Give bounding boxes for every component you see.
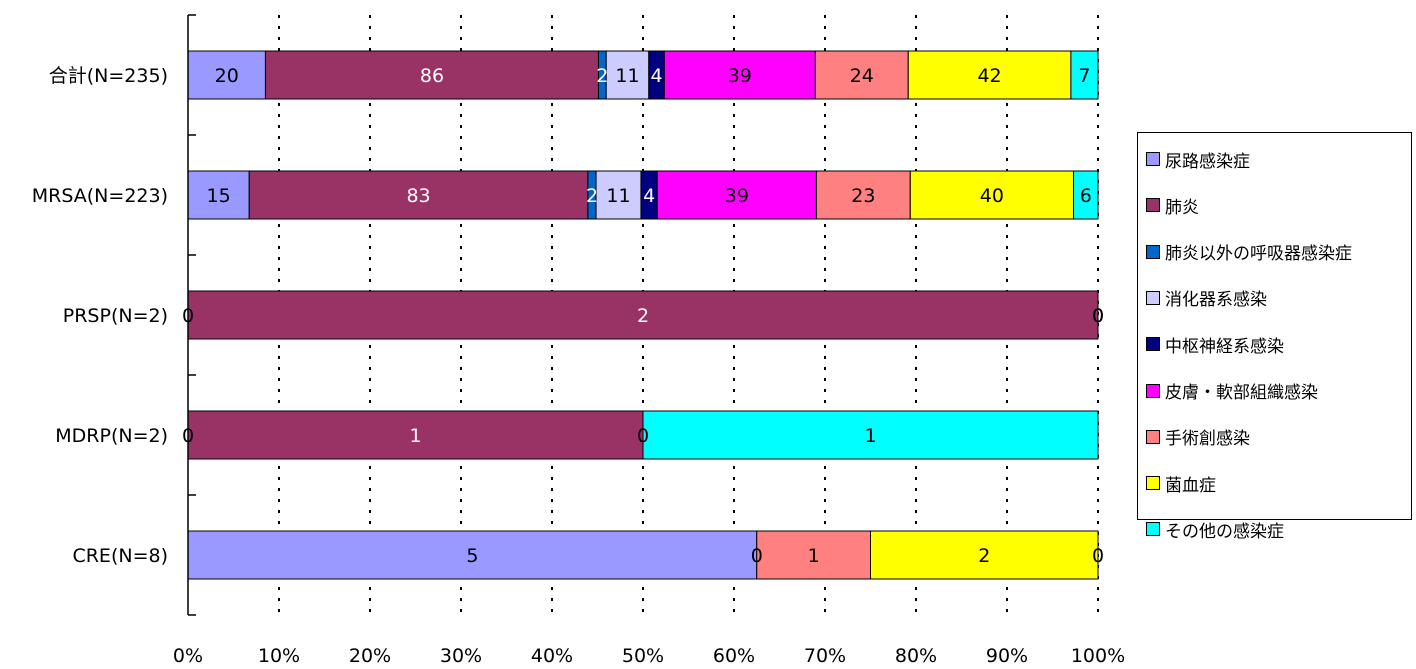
bars xyxy=(187,50,1099,580)
legend-label: 中枢神経系感染 xyxy=(1165,336,1284,357)
data-label: 11 xyxy=(606,185,630,207)
legend-swatch xyxy=(1146,429,1160,444)
category-label: MRSA(N=223) xyxy=(32,185,168,207)
data-label: 0 xyxy=(637,425,649,447)
legend-item: 皮膚・軟部組織感染 xyxy=(1146,380,1318,403)
data-label: 4 xyxy=(651,65,663,87)
data-label: 7 xyxy=(1078,65,1090,87)
legend-label: 消化器系感染 xyxy=(1165,290,1267,311)
legend-swatch xyxy=(1146,383,1160,398)
x-tick-label: 90% xyxy=(986,645,1028,667)
legend-swatch xyxy=(1146,152,1160,166)
x-tick-label: 30% xyxy=(440,645,482,667)
legend-swatch xyxy=(1146,522,1160,537)
bar-segment xyxy=(187,530,758,580)
data-label: 40 xyxy=(980,185,1004,207)
legend-label: 尿路感染症 xyxy=(1165,151,1250,172)
bar-segment xyxy=(870,530,1099,580)
x-tick-label: 100% xyxy=(1071,645,1125,667)
labels: 0% 10% 20% 30% 40% 50% 60% 70% 80% 90% 100% 合計(N=23… xyxy=(32,65,1125,667)
legend-swatch xyxy=(1146,337,1160,352)
legend-label: 手術創感染 xyxy=(1165,429,1250,450)
data-label: 2 xyxy=(637,305,649,327)
data-label: 24 xyxy=(850,65,874,87)
bar-segment xyxy=(815,170,911,220)
data-label: 0 xyxy=(1092,545,1104,567)
data-label: 1 xyxy=(409,425,421,447)
data-label: 15 xyxy=(207,185,231,207)
data-label: 2 xyxy=(596,65,608,87)
data-label: 1 xyxy=(808,545,820,567)
x-tick-label: 10% xyxy=(258,645,300,667)
bar-segment xyxy=(595,170,642,220)
data-label: 83 xyxy=(406,185,430,207)
legend-item: 中枢神経系感染 xyxy=(1146,333,1284,357)
x-tick-label: 70% xyxy=(804,645,846,667)
legend-item: 肺炎以外の呼吸器感染症 xyxy=(1146,241,1352,265)
legend-swatch xyxy=(1146,198,1160,213)
legend-item: 手術創感染 xyxy=(1146,426,1250,450)
data-label: 39 xyxy=(728,65,752,87)
data-label: 2 xyxy=(586,185,598,207)
bar-segment xyxy=(663,50,816,100)
legend-label: 肺炎以外の呼吸器感染症 xyxy=(1165,244,1352,265)
x-tick-label: 80% xyxy=(895,645,937,667)
legend-swatch xyxy=(1146,290,1160,305)
data-label: 2 xyxy=(978,545,990,567)
legend-label: 肺炎 xyxy=(1165,197,1199,218)
data-label: 20 xyxy=(215,65,239,87)
bar-segment xyxy=(187,410,644,460)
bar-segment xyxy=(909,170,1075,220)
bar-segment xyxy=(756,530,871,580)
bar-segment xyxy=(605,50,650,100)
legend-item: 菌血症 xyxy=(1146,472,1216,496)
bar-segment xyxy=(814,50,909,100)
legend-label: その他の感染症 xyxy=(1165,521,1284,542)
legend-item: 消化器系感染 xyxy=(1146,287,1267,311)
legend-swatch xyxy=(1146,476,1160,491)
legend-label: 菌血症 xyxy=(1165,475,1216,496)
x-tick-label: 60% xyxy=(713,645,755,667)
axes xyxy=(187,14,196,616)
bar-segment xyxy=(1070,50,1099,100)
data-label: 11 xyxy=(615,65,639,87)
data-label: 39 xyxy=(725,185,749,207)
category-label: CRE(N=8) xyxy=(72,545,168,567)
data-label: 0 xyxy=(182,305,194,327)
bar-segment xyxy=(264,50,599,100)
legend-item: その他の感染症 xyxy=(1146,518,1284,542)
legend-item: 尿路感染症 xyxy=(1146,148,1250,172)
x-tick-label: 0% xyxy=(173,645,203,667)
category-label: 合計(N=235) xyxy=(49,65,168,87)
category-label: PRSP(N=2) xyxy=(63,305,168,327)
data-label: 1 xyxy=(864,425,876,447)
bar-segment xyxy=(656,170,817,220)
bar-segment xyxy=(187,290,1099,340)
data-label: 0 xyxy=(751,545,763,567)
data-label: 5 xyxy=(466,545,478,567)
x-tick-label: 20% xyxy=(349,645,391,667)
legend-item: 肺炎 xyxy=(1146,194,1199,218)
x-tick-label: 50% xyxy=(622,645,664,667)
data-label: 0 xyxy=(182,425,194,447)
data-label: 0 xyxy=(1092,305,1104,327)
data-label: 4 xyxy=(643,185,655,207)
category-label: MDRP(N=2) xyxy=(55,425,168,447)
bar-segment xyxy=(642,410,1099,460)
data-label: 23 xyxy=(851,185,875,207)
legend: 尿路感染症肺炎肺炎以外の呼吸器感染症 消化器系感染 中枢神経系感染皮膚・軟部組織感染… xyxy=(1137,132,1412,542)
legend-swatch xyxy=(1146,244,1160,259)
x-tick-label: 40% xyxy=(531,645,573,667)
data-label: 42 xyxy=(977,65,1001,87)
data-label: 6 xyxy=(1080,185,1092,207)
bar-segment xyxy=(1073,170,1099,220)
data-label: 0 xyxy=(1092,305,1104,327)
data-label: 86 xyxy=(420,65,444,87)
legend-label: 皮膚・軟部組織感染 xyxy=(1165,383,1318,403)
